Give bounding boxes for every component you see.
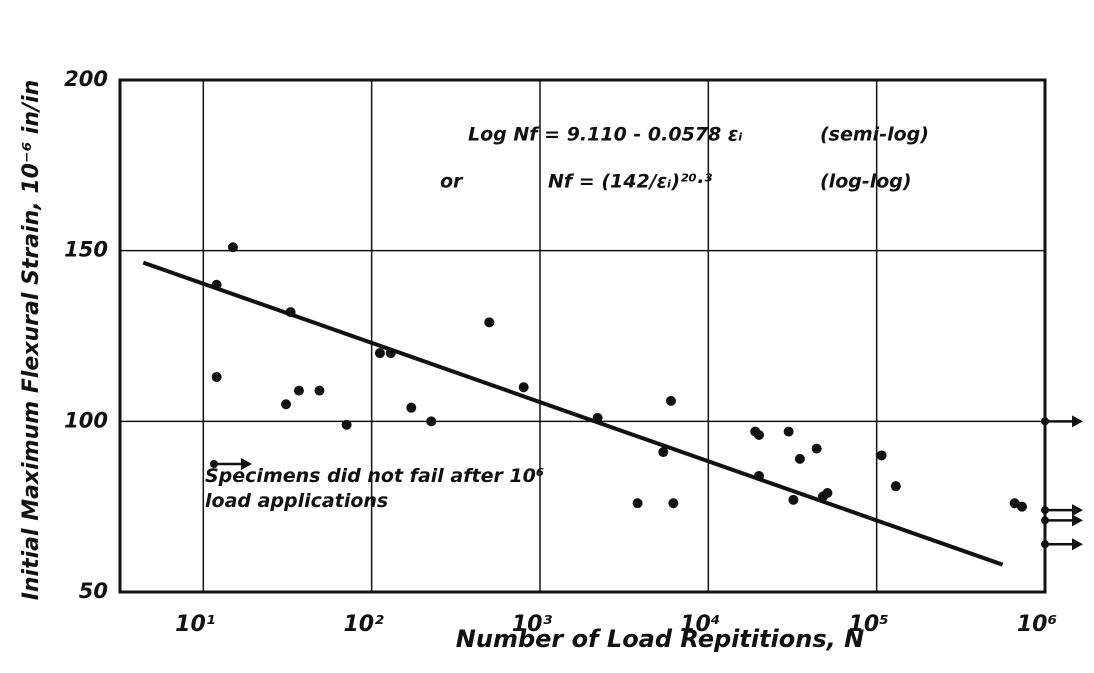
data-point — [484, 317, 495, 328]
y-tick-label: 50 — [79, 579, 108, 603]
y-axis-label: Initial Maximum Flexural Strain, 10⁻⁶ in… — [19, 80, 44, 601]
data-point — [426, 416, 437, 427]
data-point — [890, 481, 901, 492]
data-point — [753, 470, 764, 481]
data-point — [227, 242, 238, 253]
data-point — [374, 348, 385, 359]
data-point — [281, 399, 292, 410]
data-point — [632, 498, 643, 509]
data-point — [876, 450, 887, 461]
runout-point — [1041, 538, 1083, 551]
annotation: or — [440, 171, 464, 193]
legend-marker — [210, 458, 252, 470]
runout-point — [1041, 415, 1083, 428]
data-point — [811, 443, 822, 454]
data-point — [753, 429, 764, 440]
annotation: (log-log) — [820, 171, 912, 193]
data-point — [211, 371, 222, 382]
fit-line — [142, 260, 1004, 567]
x-tick-label: 10⁴ — [680, 612, 720, 637]
data-point — [592, 412, 603, 423]
x-tick-label: 10⁵ — [849, 612, 889, 637]
x-tick-label: 10² — [344, 612, 385, 637]
plot-frame — [118, 78, 1047, 594]
data-point — [385, 348, 396, 359]
data-point — [665, 395, 676, 406]
x-tick-label: 10¹ — [175, 612, 215, 637]
x-tick-label: 10⁶ — [1017, 612, 1057, 637]
annotation: Nf = (142/εᵢ)²⁰·³ — [548, 171, 713, 193]
data-point — [314, 385, 325, 396]
data-point — [341, 419, 352, 430]
data-point — [788, 494, 799, 505]
data-point — [211, 279, 222, 290]
data-point — [658, 447, 669, 458]
x-tick-label: 10³ — [512, 612, 553, 637]
data-point — [518, 382, 529, 393]
annotation: Log Nf = 9.110 - 0.0578 εᵢ — [468, 124, 743, 146]
data-point — [293, 385, 304, 396]
data-point — [794, 453, 805, 464]
annotation: (semi-log) — [820, 124, 929, 146]
x-axis-label: Number of Load Repititions, N — [456, 625, 864, 653]
data-point — [668, 498, 679, 509]
runout-point — [1041, 504, 1083, 517]
legend-label: Specimens did not fail after 10⁶ load ap… — [205, 465, 545, 512]
y-tick-label: 100 — [64, 408, 108, 432]
data-point — [285, 307, 296, 318]
y-tick-label: 150 — [64, 238, 108, 262]
data-point — [406, 402, 417, 413]
y-tick-label: 200 — [64, 67, 108, 91]
data-point — [783, 426, 794, 437]
data-point — [822, 488, 833, 499]
data-point — [1016, 501, 1027, 512]
runout-point — [1041, 514, 1083, 527]
